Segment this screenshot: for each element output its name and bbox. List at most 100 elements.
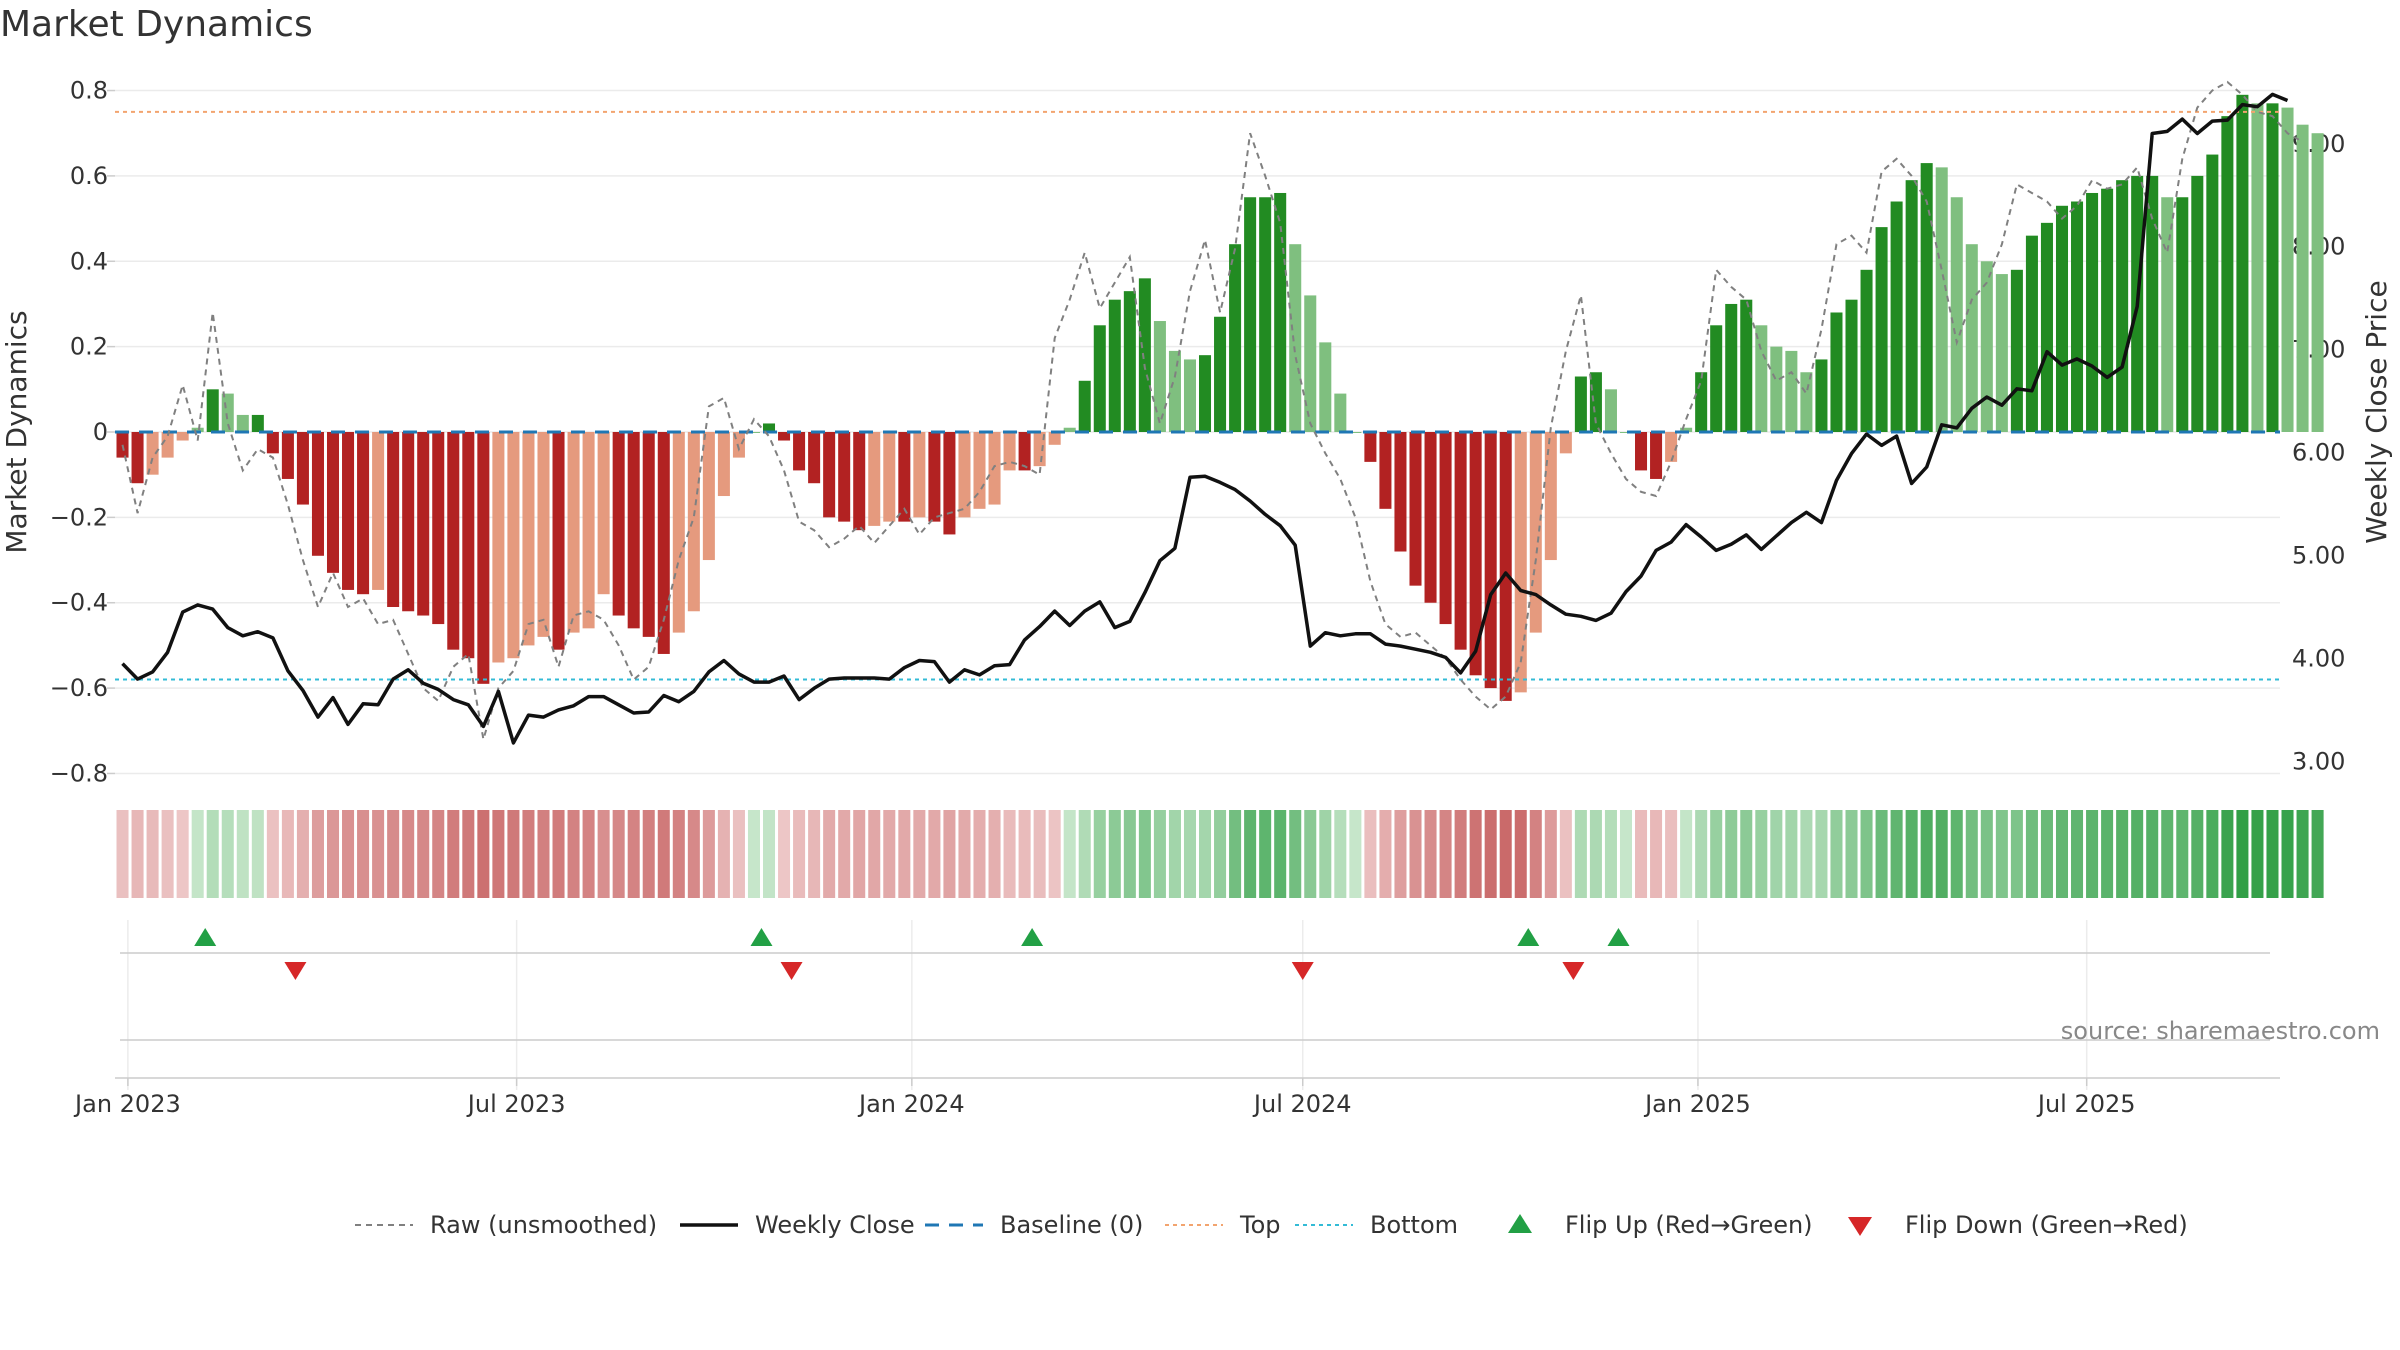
dynamics-bar [823, 432, 836, 518]
dynamics-bar [1920, 163, 1933, 432]
dynamics-bar [642, 432, 655, 637]
reference-lines [115, 110, 2280, 681]
dynamics-bar [1409, 432, 1422, 586]
strip-cell [1665, 810, 1678, 898]
strip-cell [206, 810, 219, 898]
dynamics-bar [567, 432, 580, 633]
dynamics-bar [2101, 188, 2114, 432]
dynamics-bar [2281, 107, 2294, 433]
flip-up-marker [1607, 928, 1630, 946]
strip-cell [1108, 810, 1121, 898]
dynamics-bar [402, 432, 415, 612]
strip-cell [1995, 810, 2008, 898]
strip-cell [1680, 810, 1693, 898]
dynamics-bar [612, 432, 625, 616]
dynamics-bar [762, 423, 776, 432]
y-tick-label: −0.4 [50, 589, 108, 617]
strip-cell [1950, 810, 1963, 898]
legend-item: Raw (unsmoothed) [355, 1211, 657, 1239]
dynamics-bar [281, 432, 294, 479]
strip-cell [1589, 810, 1602, 898]
dynamics-bar [266, 432, 279, 454]
dynamics-bar [2010, 269, 2023, 432]
dynamics-bar [1214, 316, 1227, 432]
strip-cell [988, 810, 1001, 898]
strip-cell [1304, 810, 1317, 898]
dynamics-bar [2206, 154, 2219, 432]
dynamics-bar [1334, 393, 1347, 432]
strip-cell [1755, 810, 1768, 898]
flip-down-marker [1291, 962, 1314, 980]
strip-cell [1920, 810, 1933, 898]
legend-label: Weekly Close [755, 1211, 915, 1239]
dynamics-bar [357, 432, 370, 595]
dynamics-bar [296, 432, 309, 505]
dynamics-bar [808, 432, 821, 484]
dynamics-bar [1048, 432, 1061, 445]
strip-cell [958, 810, 971, 898]
strip-cell [462, 810, 475, 898]
dynamics-bar [2221, 116, 2234, 433]
strip-cell [1424, 810, 1437, 898]
dynamics-bar [853, 432, 866, 531]
strip-cell [221, 810, 234, 898]
dynamics-bar [1950, 197, 1963, 432]
dynamics-bar [1785, 350, 1798, 432]
dynamics-bar [417, 432, 430, 616]
dynamics-bar [2266, 103, 2279, 432]
legend-label: Flip Up (Red→Green) [1565, 1211, 1813, 1239]
y-tick-label: 0.6 [70, 162, 108, 190]
x-tick-label: Jul 2024 [1252, 1090, 1352, 1118]
strip-cell [1018, 810, 1031, 898]
strip-cell [2071, 810, 2084, 898]
dynamics-bar [1965, 244, 1978, 432]
x-tick-label: Jul 2023 [466, 1090, 566, 1118]
legend-item: Flip Up (Red→Green) [1508, 1211, 1813, 1239]
dynamics-bar [432, 432, 445, 625]
strip-cell [537, 810, 550, 898]
dynamics-bar [1860, 269, 1873, 432]
legend-item: Top [1165, 1211, 1281, 1239]
strip-cell [1199, 810, 1212, 898]
dynamics-bar [2086, 192, 2099, 432]
y-tick-label: 0.8 [70, 77, 108, 105]
dynamics-bar [1078, 380, 1091, 432]
dynamics-bar [1980, 261, 1993, 432]
strip-cell [1379, 810, 1392, 898]
x-tick-label: Jan 2024 [857, 1090, 965, 1118]
strip-cell [1635, 810, 1648, 898]
strip-cell [2101, 810, 2114, 898]
dynamics-bar [522, 432, 535, 646]
dynamics-bar [1619, 432, 1633, 433]
strip-cell [687, 810, 700, 898]
strip-cell [2266, 810, 2279, 898]
strip-cell [2055, 810, 2069, 898]
dynamics-bar [1800, 372, 1813, 432]
strip-cell [1003, 810, 1016, 898]
dynamics-bar [1138, 278, 1151, 432]
dynamics-bar [2161, 197, 2174, 432]
dynamics-bar [2146, 175, 2159, 432]
y2-tick-label: 6.00 [2292, 439, 2345, 467]
dynamics-bar [973, 432, 986, 509]
source-label: source: sharemaestro.com [2061, 1017, 2380, 1045]
strip-cell [2146, 810, 2159, 898]
dynamics-bar [251, 414, 264, 432]
dynamics-bar [1229, 244, 1242, 432]
dynamics-bar [1845, 299, 1858, 432]
strip-cell [1725, 810, 1738, 898]
dynamics-bar [2025, 235, 2038, 432]
dynamics-bar [1770, 346, 1783, 432]
dynamics-bar [2040, 222, 2053, 432]
dynamics-bar [1589, 372, 1602, 432]
dynamics-bar [913, 432, 926, 518]
strip-cell [1650, 810, 1663, 898]
strip-cell [1183, 810, 1196, 898]
dynamics-bar [1259, 197, 1272, 432]
dynamics-bar [1875, 227, 1888, 432]
strip-cell [2086, 810, 2099, 898]
y-tick-label: −0.8 [50, 759, 108, 787]
raw-series-line [121, 80, 2304, 740]
strip-cell [1093, 810, 1106, 898]
dynamics-bar [1740, 299, 1753, 432]
